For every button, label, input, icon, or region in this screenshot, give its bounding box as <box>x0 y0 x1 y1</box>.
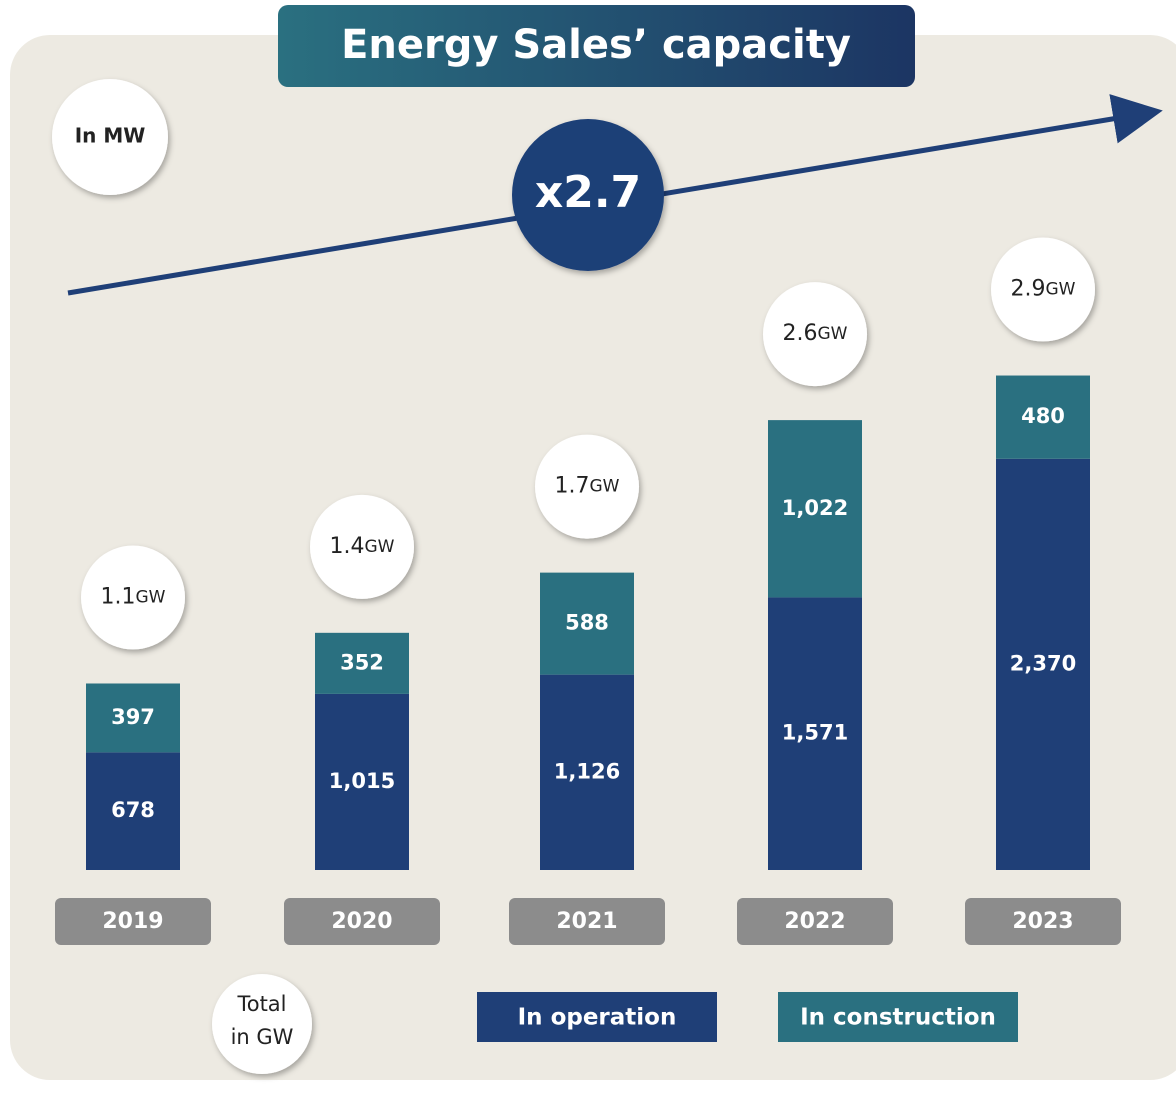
bar-segment <box>315 632 409 694</box>
year-box <box>55 898 211 945</box>
year-box <box>737 898 893 945</box>
growth-circle <box>512 119 664 271</box>
total-circle <box>535 434 639 539</box>
value-label: 678 <box>111 798 155 822</box>
chart-title: Energy Sales’ capacity <box>341 22 851 68</box>
total-circle <box>310 494 414 599</box>
total-label: 2.9GW <box>1011 277 1076 302</box>
title-box <box>278 5 915 87</box>
bar-segment <box>540 572 634 675</box>
total-label: 1.1GW <box>101 584 166 609</box>
legend-swatch <box>778 992 1018 1042</box>
value-label: 588 <box>565 611 609 635</box>
bar-segment <box>86 752 180 870</box>
panel <box>10 35 1176 1080</box>
value-label: 1,022 <box>782 496 848 520</box>
bar-segment <box>768 420 862 598</box>
value-label: 2,370 <box>1010 651 1076 675</box>
year-box <box>284 898 440 945</box>
year-box <box>509 898 665 945</box>
total-note: Total <box>236 992 286 1016</box>
bar-segment <box>540 674 634 870</box>
x-tick-label: 2019 <box>102 909 163 934</box>
x-tick-label: 2022 <box>784 909 845 934</box>
total-note-circle <box>212 974 312 1074</box>
total-circle <box>991 237 1095 342</box>
total-circle <box>81 545 185 650</box>
unit-note: In MW <box>75 124 146 148</box>
unit-circle <box>52 79 168 195</box>
value-label: 480 <box>1021 404 1065 428</box>
total-note: in GW <box>231 1025 294 1049</box>
value-label: 397 <box>111 705 155 729</box>
value-label: 352 <box>340 650 384 674</box>
total-label: 1.7GW <box>555 474 620 499</box>
value-label: 1,126 <box>554 759 620 783</box>
total-circle <box>763 282 867 387</box>
total-label: 1.4GW <box>330 534 395 559</box>
bar-segment <box>86 683 180 753</box>
legend-label: In construction <box>800 1005 996 1031</box>
legend-label: In operation <box>518 1005 677 1031</box>
value-label: 1,015 <box>329 769 395 793</box>
bar-segment <box>996 458 1090 870</box>
bar-segment <box>996 375 1090 459</box>
value-label: 1,571 <box>782 721 848 745</box>
total-label: 2.6GW <box>783 321 848 346</box>
growth-label: x2.7 <box>535 167 641 218</box>
bar-segment <box>768 597 862 870</box>
x-tick-label: 2021 <box>556 909 617 934</box>
year-box <box>965 898 1121 945</box>
x-tick-label: 2020 <box>331 909 392 934</box>
legend-swatch <box>477 992 717 1042</box>
bar-segment <box>315 693 409 870</box>
x-tick-label: 2023 <box>1012 909 1073 934</box>
